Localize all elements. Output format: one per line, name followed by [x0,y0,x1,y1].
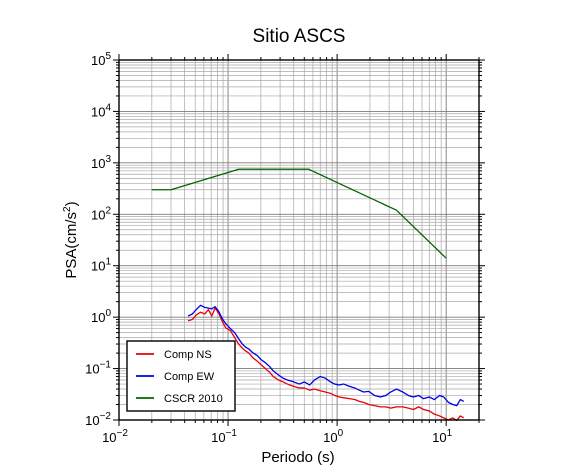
chart-title: Sitio ASCS [253,26,346,47]
y-tick-label: 101 [91,257,111,274]
x-axis-label: Periodo (s) [261,449,334,466]
legend-label: Comp NS [164,349,212,361]
series-line-1 [187,307,465,422]
legend: Comp NS Comp EW CSCR 2010 [126,340,236,412]
y-tick-label: 103 [91,154,111,171]
x-tick-label: 10−2 [102,428,128,445]
y-axis-label: PSA(cm/s2) [62,201,80,278]
y-tick-label: 10−2 [85,411,111,428]
legend-label: CSCR 2010 [164,393,223,405]
x-tick-label: 10−1 [211,428,237,445]
legend-label: Comp EW [164,371,215,383]
y-tick-label: 102 [91,205,111,222]
y-tick-label: 104 [91,102,111,119]
y-tick-labels: 10−2 10−1 100 101 102 103 104 105 [85,51,111,428]
axis-ticks [113,54,485,426]
x-tick-label: 101 [432,428,452,445]
series-layer [151,168,465,422]
y-tick-label: 10−1 [85,360,111,377]
series-line-2 [187,304,465,407]
x-tick-label: 100 [323,428,343,445]
x-tick-labels: 10−2 10−1 100 101 [102,428,453,445]
plot-frame [118,59,480,421]
series-line-3 [151,168,447,259]
y-tick-label: 105 [91,51,111,68]
y-tick-label: 100 [91,308,111,325]
grid [118,59,480,421]
